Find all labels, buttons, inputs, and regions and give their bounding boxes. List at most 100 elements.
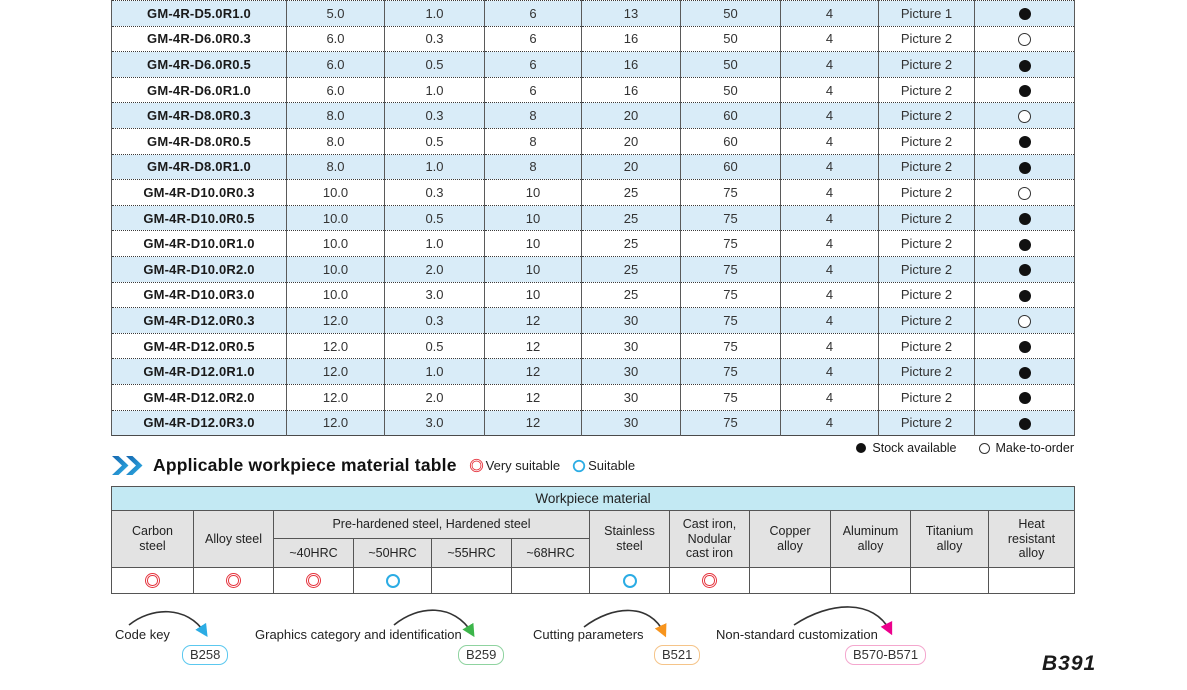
stock-available-icon — [1018, 341, 1031, 354]
value-cell: 2.0 — [384, 255, 485, 283]
value-cell: 4 — [780, 281, 879, 308]
make-to-order-icon — [1018, 110, 1031, 124]
value-cell: 12 — [484, 383, 582, 410]
value-cell: 4 — [780, 127, 879, 155]
value-cell: 10 — [484, 255, 582, 283]
value-cell: 2.0 — [384, 383, 485, 410]
product-row: GM-4R-D10.0R2.0 10.0 2.0 10 25 75 4 Picture 2 — [111, 255, 1075, 283]
value-cell: 20 — [581, 102, 681, 129]
product-row: GM-4R-D12.0R3.0 12.0 3.0 12 30 75 4 Picture 2 — [111, 409, 1075, 436]
value-cell: 0.3 — [384, 102, 485, 129]
value-cell: 60 — [680, 153, 781, 180]
workpiece-title: Workpiece material — [110, 486, 1076, 511]
stock-available-icon — [1018, 59, 1031, 72]
page-ref-badge-b258[interactable]: B258 — [182, 645, 229, 665]
value-cell: 8 — [484, 153, 582, 180]
stock-cell — [974, 230, 1075, 257]
model-cell: GM-4R-D12.0R2.0 — [111, 383, 287, 410]
col-header-55hrc: ~55HRC — [431, 538, 512, 568]
workpiece-title-row: Workpiece material — [110, 486, 1076, 511]
value-cell: 4 — [780, 51, 879, 78]
value-cell: 1.0 — [384, 76, 485, 103]
value-cell: 10 — [484, 204, 582, 231]
value-cell: 75 — [680, 409, 781, 436]
picture-cell: Picture 2 — [878, 204, 975, 231]
rating-cell — [669, 567, 750, 594]
value-cell: 75 — [680, 383, 781, 410]
very-suitable-icon — [145, 573, 160, 589]
rating-cell — [987, 567, 1076, 594]
workpiece-header-row: Carbon steel Alloy steel Pre-hardened st… — [111, 510, 1076, 568]
stock-cell — [974, 127, 1075, 155]
product-row: GM-4R-D12.0R1.0 12.0 1.0 12 30 75 4 Picture 2 — [111, 358, 1075, 385]
col-header-prehardened-hardened: Pre-hardened steel, Hardened steel — [273, 510, 590, 539]
value-cell: 6.0 — [286, 51, 385, 78]
value-cell: 75 — [680, 358, 781, 385]
value-cell: 3.0 — [384, 281, 485, 308]
stock-legend: Stock available Make-to-order — [856, 441, 1074, 455]
value-cell: 4 — [780, 307, 879, 334]
make-to-order-icon — [1018, 314, 1031, 328]
value-cell: 3.0 — [384, 409, 485, 436]
value-cell: 8.0 — [286, 102, 385, 129]
stock-available-icon — [856, 443, 867, 453]
value-cell: 30 — [581, 383, 681, 410]
value-cell: 75 — [680, 281, 781, 308]
value-cell: 4 — [780, 358, 879, 385]
value-cell: 16 — [581, 25, 681, 52]
page-ref-badge-b570-b571[interactable]: B570-B571 — [845, 645, 927, 665]
suitable-icon — [622, 573, 637, 588]
value-cell: 50 — [680, 25, 781, 52]
very-suitable-icon — [226, 573, 241, 589]
stock-available-icon — [1018, 264, 1031, 277]
stock-cell — [974, 307, 1075, 334]
product-row: GM-4R-D6.0R0.3 6.0 0.3 6 16 50 4 Picture 2 — [111, 25, 1075, 52]
value-cell: 12.0 — [286, 358, 385, 385]
stock-cell — [974, 255, 1075, 283]
model-cell: GM-4R-D8.0R1.0 — [111, 153, 287, 180]
rating-cell — [511, 567, 590, 594]
model-cell: GM-4R-D8.0R0.3 — [111, 102, 287, 129]
value-cell: 10 — [484, 281, 582, 308]
value-cell: 30 — [581, 332, 681, 359]
page-ref-badge-b521[interactable]: B521 — [654, 645, 701, 665]
col-header-68hrc: ~68HRC — [511, 538, 590, 568]
value-cell: 30 — [581, 358, 681, 385]
page-number: B391 — [1042, 652, 1097, 675]
value-cell: 50 — [680, 51, 781, 78]
double-chevron-icon — [112, 456, 143, 475]
value-cell: 4 — [780, 0, 879, 27]
picture-cell: Picture 2 — [878, 51, 975, 78]
value-cell: 25 — [581, 204, 681, 231]
value-cell: 1.0 — [384, 153, 485, 180]
product-row: GM-4R-D10.0R3.0 10.0 3.0 10 25 75 4 Picture 2 — [111, 281, 1075, 308]
value-cell: 6.0 — [286, 25, 385, 52]
suitable-icon — [385, 573, 400, 588]
product-row: GM-4R-D12.0R0.5 12.0 0.5 12 30 75 4 Picture 2 — [111, 332, 1075, 359]
value-cell: 12 — [484, 358, 582, 385]
col-header-50hrc: ~50HRC — [353, 538, 432, 568]
page-ref-badge-b259[interactable]: B259 — [458, 645, 505, 665]
make-to-order-icon — [1018, 186, 1031, 200]
stock-cell — [974, 25, 1075, 52]
value-cell: 4 — [780, 204, 879, 231]
workpiece-material-table: Workpiece material Carbon steel Alloy st… — [110, 486, 1076, 594]
picture-cell: Picture 2 — [878, 179, 975, 206]
picture-cell: Picture 2 — [878, 409, 975, 436]
value-cell: 16 — [581, 51, 681, 78]
rating-cell — [193, 567, 274, 594]
footer-label-non-standard: Non-standard customization — [716, 627, 878, 642]
value-cell: 4 — [780, 255, 879, 283]
stock-available-icon — [1018, 417, 1031, 430]
product-row: GM-4R-D10.0R0.3 10.0 0.3 10 25 75 4 Picture 2 — [111, 179, 1075, 206]
value-cell: 0.5 — [384, 204, 485, 231]
stock-cell — [974, 179, 1075, 206]
value-cell: 12 — [484, 332, 582, 359]
col-header-titanium-alloy: Titanium alloy — [910, 510, 989, 568]
picture-cell: Picture 2 — [878, 153, 975, 180]
model-cell: GM-4R-D6.0R0.3 — [111, 25, 287, 52]
stock-cell — [974, 358, 1075, 385]
product-row: GM-4R-D8.0R0.3 8.0 0.3 8 20 60 4 Picture 2 — [111, 102, 1075, 129]
stock-available-icon — [1018, 85, 1031, 98]
